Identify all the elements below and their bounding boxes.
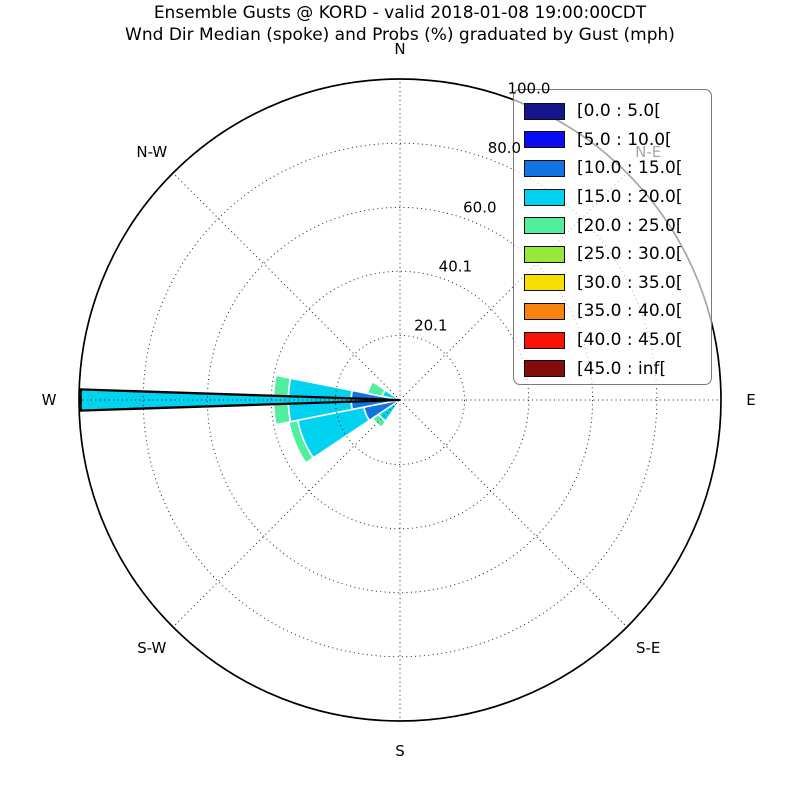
- compass-label-E: E: [746, 391, 755, 409]
- rose-segment-WNW-bin4: [366, 380, 387, 398]
- legend-row: [15.0 : 20.0[: [524, 183, 711, 212]
- legend-bin-label: [45.0 : inf[: [577, 358, 667, 379]
- legend-bin-label: [0.0 : 5.0[: [577, 101, 661, 122]
- legend-swatch-icon: [524, 217, 565, 235]
- chart-subtitle: Wnd Dir Median (spoke) and Probs (%) gra…: [125, 25, 675, 45]
- compass-label-N: N: [394, 40, 405, 58]
- chart-title: Ensemble Gusts @ KORD - valid 2018-01-08…: [153, 3, 647, 23]
- legend-row: [45.0 : inf[: [524, 354, 711, 383]
- grid-spoke-N-W: [172, 172, 401, 401]
- legend-row: [35.0 : 40.0[: [524, 297, 711, 326]
- grid-circle-20.1: [334, 334, 466, 466]
- legend-swatch-icon: [524, 131, 565, 149]
- legend-bin-label: [40.0 : 45.0[: [577, 330, 683, 351]
- legend-swatch-icon: [524, 159, 565, 177]
- compass-label-S-W: S-W: [137, 639, 166, 657]
- compass-label-W: W: [42, 391, 57, 409]
- legend-row: [20.0 : 25.0[: [524, 211, 711, 240]
- compass-label-S: S: [395, 742, 405, 760]
- legend-rows: [0.0 : 5.0[ [5.0 : 10.0[ [10.0 : 15.0[ [15.…: [524, 97, 711, 383]
- legend-bin-label: [30.0 : 35.0[: [577, 272, 683, 293]
- legend-row: [10.0 : 15.0[: [524, 154, 711, 183]
- grid-circle-40.1: [270, 270, 530, 530]
- grid-spoke-S-E: [399, 399, 628, 628]
- legend-bin-label: [10.0 : 15.0[: [577, 158, 683, 179]
- legend-row: [5.0 : 10.0[: [524, 126, 711, 155]
- gust-legend: [0.0 : 5.0[ [5.0 : 10.0[ [10.0 : 15.0[ [15.…: [513, 89, 712, 385]
- legend-swatch-icon: [524, 302, 565, 320]
- legend-row: [30.0 : 35.0[: [524, 269, 711, 298]
- legend-swatch-icon: [524, 102, 565, 120]
- legend-bin-label: [5.0 : 10.0[: [577, 129, 672, 150]
- rose-segment-SW-bin4: [371, 413, 387, 429]
- compass-label-S-E: S-E: [636, 639, 660, 657]
- grid-spoke-S-W: [172, 399, 401, 628]
- legend-swatch-icon: [524, 245, 565, 263]
- polar-outline-circle: [78, 78, 722, 722]
- legend-swatch-icon: [524, 188, 565, 206]
- legend-bin-label: [25.0 : 30.0[: [577, 244, 683, 265]
- legend-bin-label: [35.0 : 40.0[: [577, 301, 683, 322]
- legend-bin-label: [15.0 : 20.0[: [577, 187, 683, 208]
- grid-spoke-N-E: [399, 172, 628, 401]
- legend-bin-label: [20.0 : 25.0[: [577, 215, 683, 236]
- legend-swatch-icon: [524, 274, 565, 292]
- median-direction-spoke: [79, 388, 401, 412]
- legend-swatch-icon: [524, 360, 565, 378]
- legend-swatch-icon: [524, 331, 565, 349]
- compass-label-N-W: N-W: [136, 143, 167, 161]
- rose-segment-WSW-bin4: [287, 419, 315, 465]
- grid-circle-60.0: [206, 206, 594, 594]
- legend-row: [40.0 : 45.0[: [524, 326, 711, 355]
- legend-row: [25.0 : 30.0[: [524, 240, 711, 269]
- legend-row: [0.0 : 5.0[: [524, 97, 711, 126]
- grid-circle-80.0: [142, 142, 658, 658]
